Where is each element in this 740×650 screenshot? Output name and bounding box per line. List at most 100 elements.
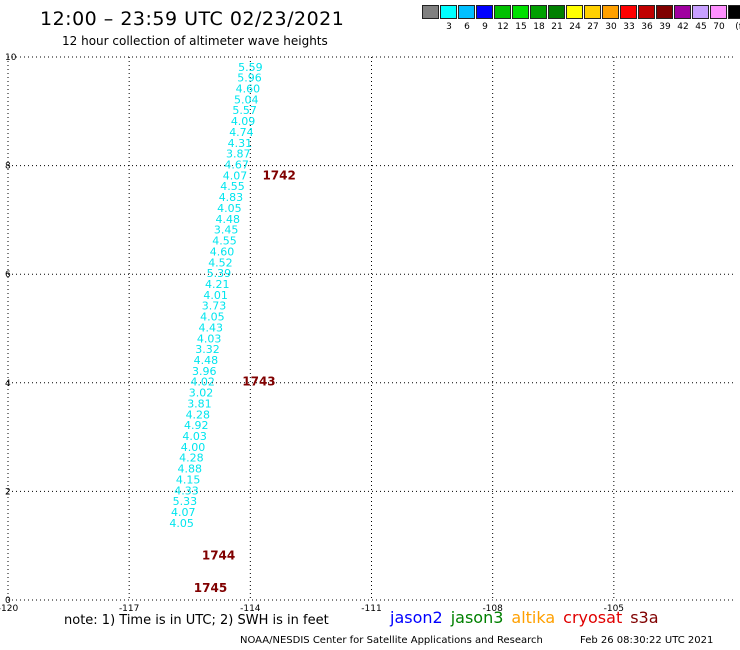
lon-tick-label: -120 — [0, 604, 18, 614]
wave-height-label: 3.96 — [192, 365, 217, 378]
wave-height-label: 4.67 — [224, 159, 249, 172]
wave-height-label: 4.48 — [215, 213, 240, 226]
pass-number-label: 1744 — [202, 548, 235, 562]
wave-height-label: 4.60 — [210, 245, 235, 258]
wave-height-label: 5.96 — [237, 72, 262, 85]
wave-height-label: 3.73 — [202, 300, 227, 313]
legend-label: 33 — [623, 22, 635, 32]
lon-tick-label: -117 — [119, 604, 139, 614]
legend-label: 18 — [533, 22, 545, 32]
legend-swatch — [638, 5, 655, 19]
wave-height-label: 5.59 — [238, 61, 263, 74]
page-subtitle: 12 hour collection of altimeter wave hei… — [62, 34, 328, 48]
satellite-label: jason3 — [450, 608, 504, 627]
lon-tick-label: -114 — [240, 604, 261, 614]
legend-swatch — [728, 5, 740, 19]
wave-height-label: 4.21 — [205, 278, 230, 291]
wave-height-label: 4.88 — [178, 463, 203, 476]
lat-tick-label: 10 — [5, 53, 17, 63]
wave-height-label: 4.83 — [219, 191, 244, 204]
wave-height-label: 4.33 — [174, 484, 199, 497]
lon-tick-label: -105 — [604, 604, 624, 614]
legend-swatch — [602, 5, 619, 19]
lat-tick-label: 2 — [5, 487, 11, 497]
page-title: 12:00 – 23:59 UTC 02/23/2021 — [40, 8, 345, 30]
legend-label: 42 — [677, 22, 689, 32]
wave-height-label: 5.33 — [173, 495, 198, 508]
legend-swatch — [584, 5, 601, 19]
legend-label: 45 — [695, 22, 707, 32]
legend-label: 24 — [569, 22, 581, 32]
wave-height-label: 5.39 — [207, 267, 232, 280]
legend-swatch — [674, 5, 691, 19]
legend-swatch — [530, 5, 547, 19]
wave-height-label: 5.04 — [234, 93, 259, 106]
legend-swatch — [566, 5, 583, 19]
pass-number-label: 1742 — [262, 168, 295, 182]
wave-height-label: 4.15 — [176, 473, 201, 486]
wave-height-label: 3.45 — [214, 224, 239, 237]
legend-swatch — [422, 5, 439, 19]
pass-number-label: 1745 — [194, 581, 227, 595]
lat-tick-label: 8 — [5, 162, 11, 172]
color-scale-legend — [422, 5, 740, 21]
wave-height-label: 4.55 — [220, 180, 245, 193]
pass-number-label: 1743 — [242, 375, 275, 389]
wave-height-label: 4.05 — [169, 517, 194, 530]
legend-label: 15 — [515, 22, 527, 32]
lat-tick-label: 0 — [5, 596, 11, 606]
lon-tick-label: -111 — [361, 604, 381, 614]
legend-label: 12 — [497, 22, 509, 32]
wave-height-label: 4.31 — [228, 137, 253, 150]
wave-height-label: 4.01 — [203, 289, 228, 302]
legend-label: 21 — [551, 22, 563, 32]
lon-tick-label: -108 — [482, 604, 503, 614]
lat-tick-label: 4 — [5, 379, 11, 389]
legend-swatch — [440, 5, 457, 19]
wave-height-label: 4.05 — [217, 202, 242, 215]
wave-height-label: 4.05 — [200, 311, 225, 324]
wave-height-label: 4.28 — [186, 408, 211, 421]
legend-label: 70 — [713, 22, 725, 32]
legend-label: 30 — [605, 22, 617, 32]
legend-label: 3 — [446, 22, 452, 32]
legend-swatch — [458, 5, 475, 19]
legend-unit: (ft) — [735, 22, 740, 32]
timestamp-text: Feb 26 08:30:22 UTC 2021 — [580, 635, 714, 646]
wave-height-label: 4.07 — [171, 506, 196, 519]
legend-swatch — [494, 5, 511, 19]
legend-label: 36 — [641, 22, 653, 32]
wave-height-label: 4.02 — [190, 376, 215, 389]
legend-swatch — [512, 5, 529, 19]
wave-height-label: 4.55 — [212, 235, 237, 248]
wave-height-label: 5.57 — [232, 104, 257, 117]
legend-label: 9 — [482, 22, 488, 32]
satellite-label: jason2 — [390, 608, 443, 627]
wave-height-label: 4.48 — [194, 354, 219, 367]
satellite-legend: jason2 jason3 altika cryosat s3a — [390, 608, 667, 627]
legend-label: 6 — [464, 22, 470, 32]
wave-height-label: 4.03 — [197, 332, 222, 345]
lat-tick-label: 6 — [5, 270, 11, 280]
legend-swatch — [620, 5, 637, 19]
wave-height-label: 3.81 — [187, 397, 212, 410]
wave-height-label: 3.87 — [226, 148, 251, 161]
wave-height-label: 4.28 — [179, 452, 204, 465]
satellite-label: cryosat — [563, 608, 623, 627]
legend-swatch — [710, 5, 727, 19]
legend-swatch — [656, 5, 673, 19]
wave-height-label: 4.00 — [181, 441, 206, 454]
wave-height-label: 3.02 — [189, 387, 214, 400]
wave-height-label: 4.52 — [208, 256, 233, 269]
wave-height-label: 3.32 — [195, 343, 220, 356]
wave-height-label: 4.74 — [229, 126, 254, 139]
wave-height-label: 4.43 — [199, 321, 224, 334]
legend-label: 39 — [659, 22, 671, 32]
legend-label: 27 — [587, 22, 599, 32]
credit-text: NOAA/NESDIS Center for Satellite Applica… — [240, 635, 543, 646]
satellite-label: s3a — [630, 608, 659, 627]
wave-height-label: 4.92 — [184, 419, 209, 432]
legend-swatch — [548, 5, 565, 19]
